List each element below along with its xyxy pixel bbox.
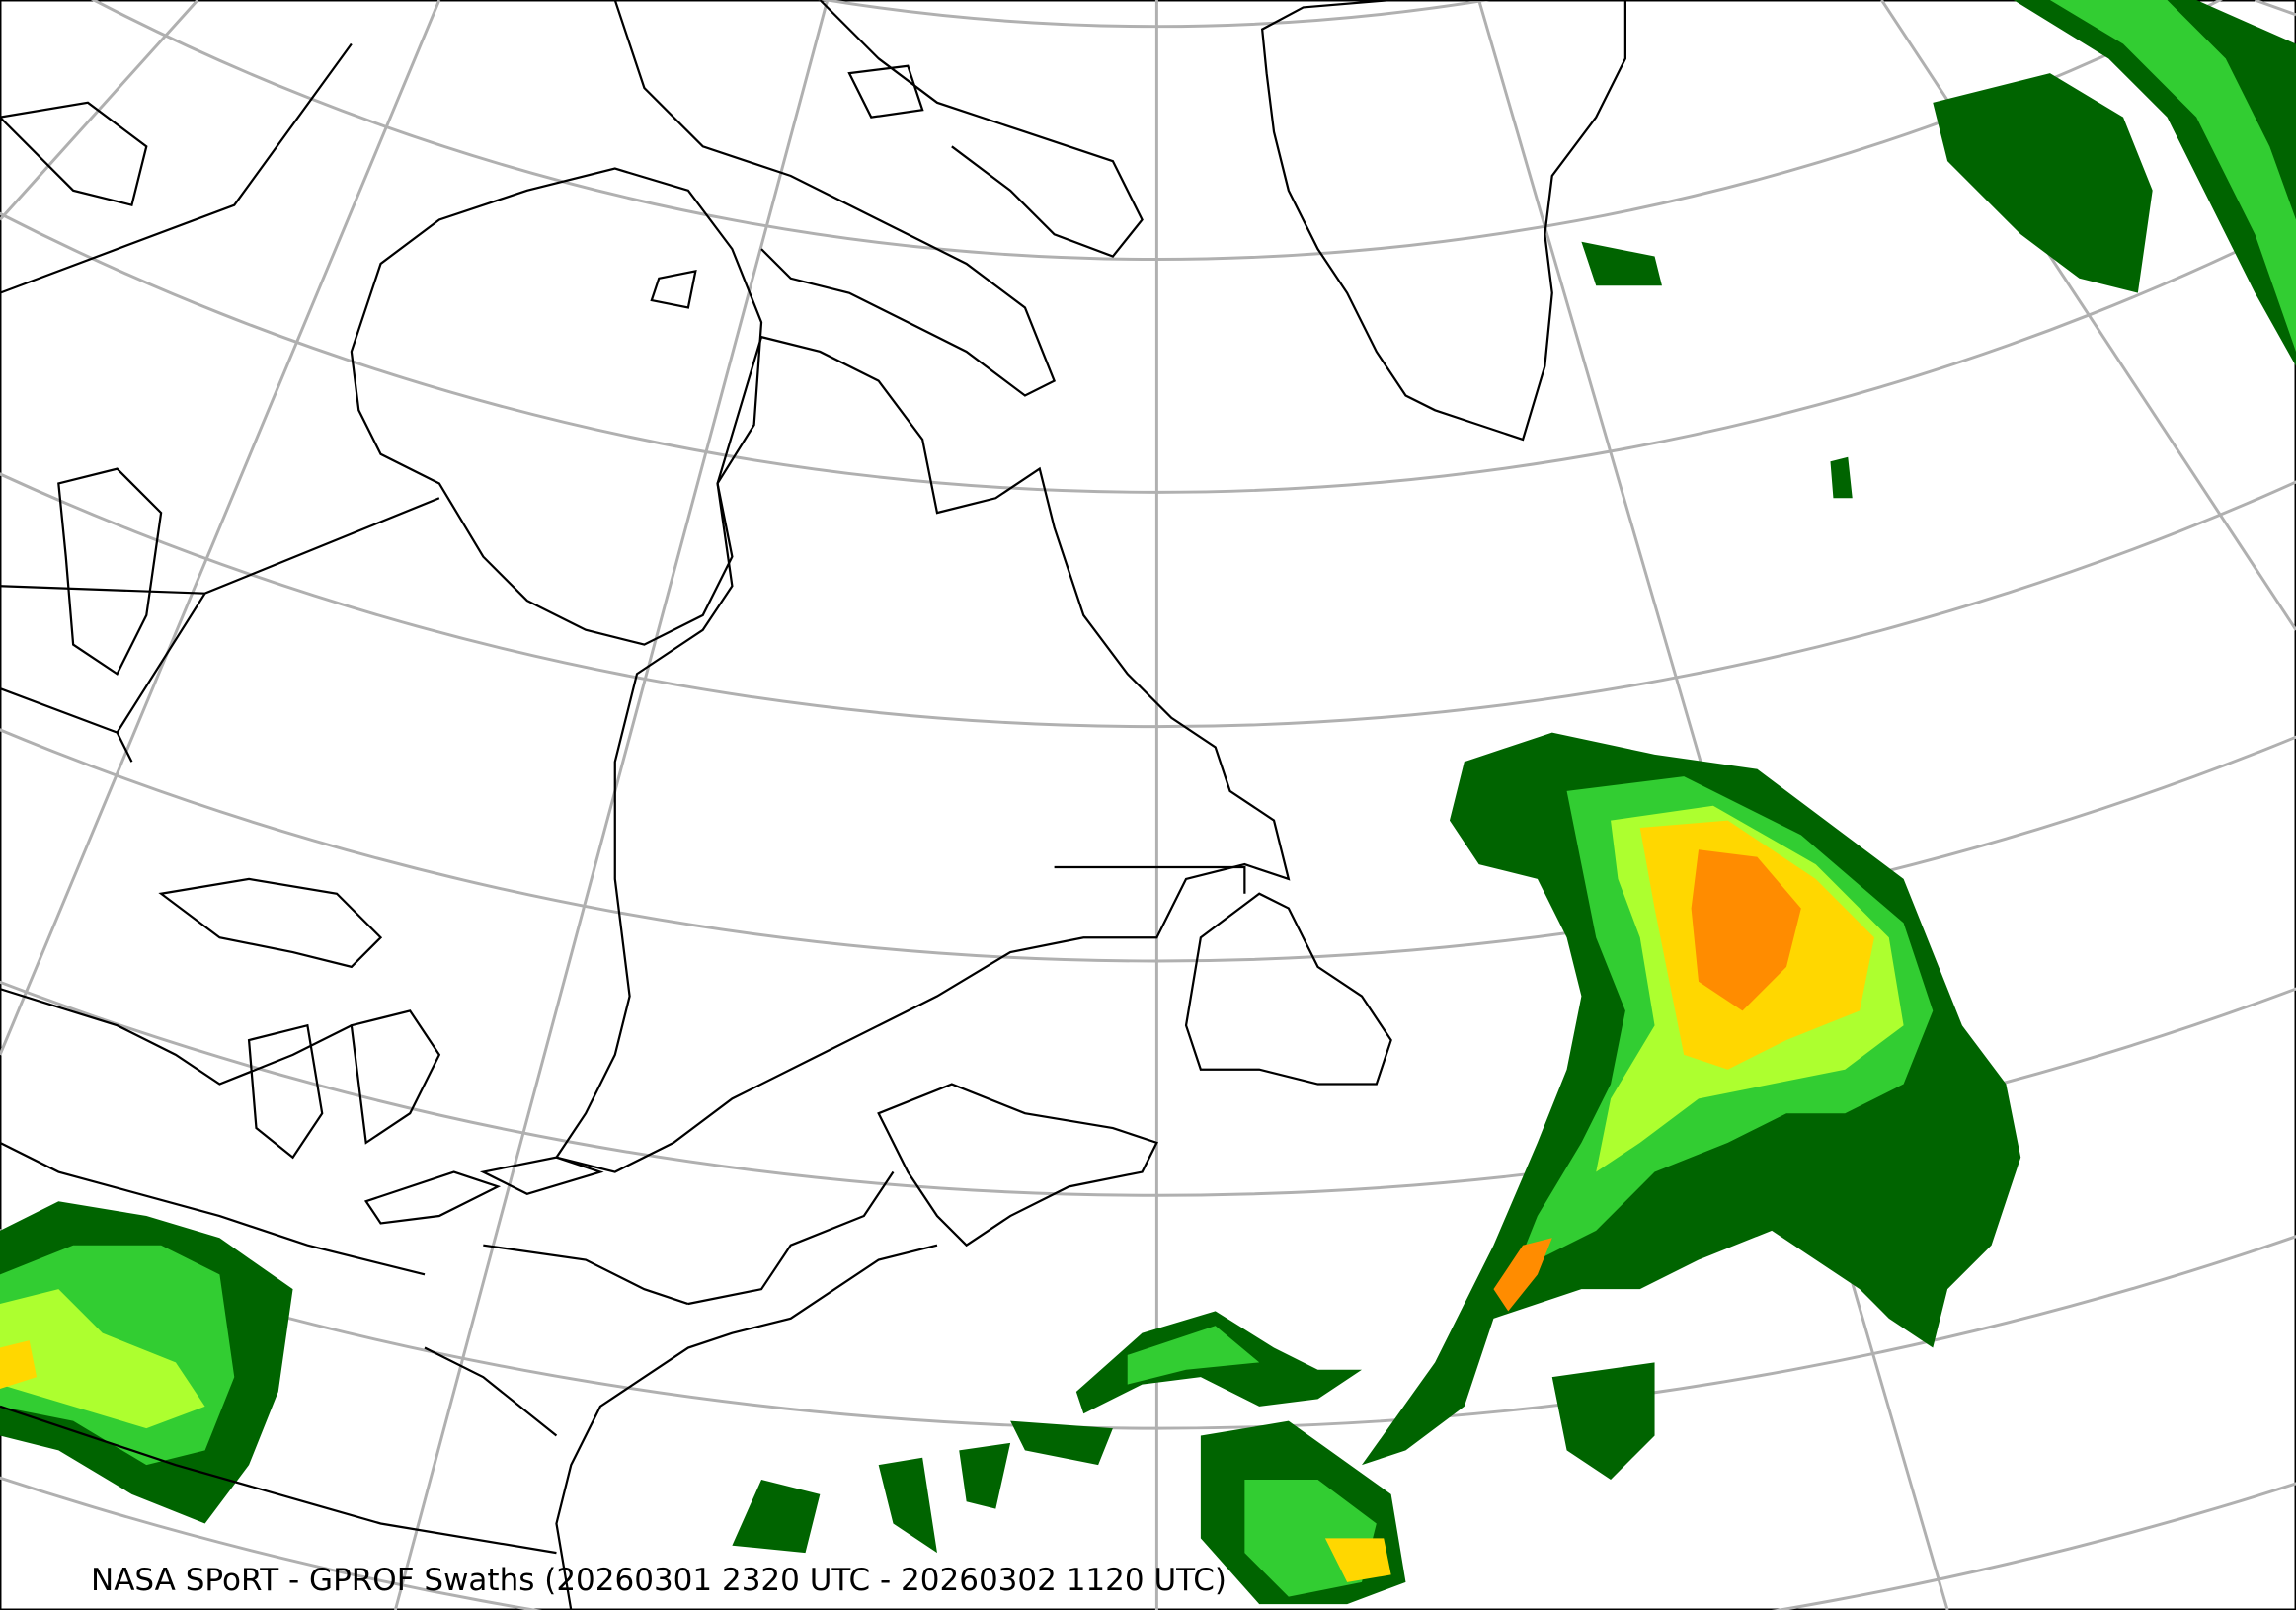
precip-area-storm-heavy (1691, 849, 1801, 1011)
precip-area-southwest-high (0, 1289, 205, 1429)
border-canada-us (0, 988, 895, 1306)
precip-area-northeast-mid (2049, 0, 2296, 352)
precip-area-south-band-heavy (1324, 1538, 1391, 1582)
precip-area-greenland-sea (1581, 241, 1853, 499)
longitude-line (0, 0, 441, 1056)
precip-area-south-band-mid (1127, 1326, 1377, 1597)
great-lakes (158, 877, 604, 1225)
coastline-baffin (613, 0, 1144, 397)
precip-area-south-band (732, 1311, 1655, 1605)
precip-area-southwest-moderate (0, 1340, 38, 1390)
coastline-greenland (1260, 0, 1626, 442)
provincial-borders (0, 42, 1246, 1555)
precip-area-frontal-band (1493, 1238, 1552, 1312)
coastline-labrador-quebec (554, 335, 1291, 1173)
longitude-line (2254, 0, 2296, 17)
map-caption: NASA SPoRT - GPROF Swaths (20260301 2320… (91, 1563, 1227, 1598)
coastline-us-east (555, 1244, 938, 1610)
coastline-arctic-islands (0, 64, 924, 676)
coastline-newfoundland (1184, 892, 1392, 1086)
coastline-hudson-bay (350, 167, 763, 646)
coastline-maritimes (877, 1083, 1158, 1248)
longitude-line (393, 0, 830, 1610)
coastlines-and-borders (0, 0, 1626, 1610)
